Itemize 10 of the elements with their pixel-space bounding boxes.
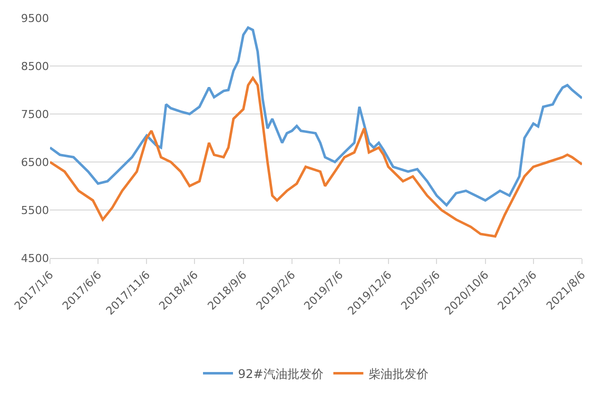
line-series: [50, 26, 582, 206]
legend-label: 柴油批发价: [368, 366, 428, 381]
y-tick-label: 7500: [21, 108, 49, 121]
line-series: [50, 76, 582, 238]
y-tick-label: 9500: [21, 12, 49, 25]
y-tick-label: 6500: [21, 156, 49, 169]
legend-label: 92#汽油批发价: [238, 366, 324, 381]
y-tick-label: 5500: [21, 204, 49, 217]
y-tick-label: 8500: [21, 60, 49, 73]
y-tick-label: 4500: [21, 252, 49, 265]
